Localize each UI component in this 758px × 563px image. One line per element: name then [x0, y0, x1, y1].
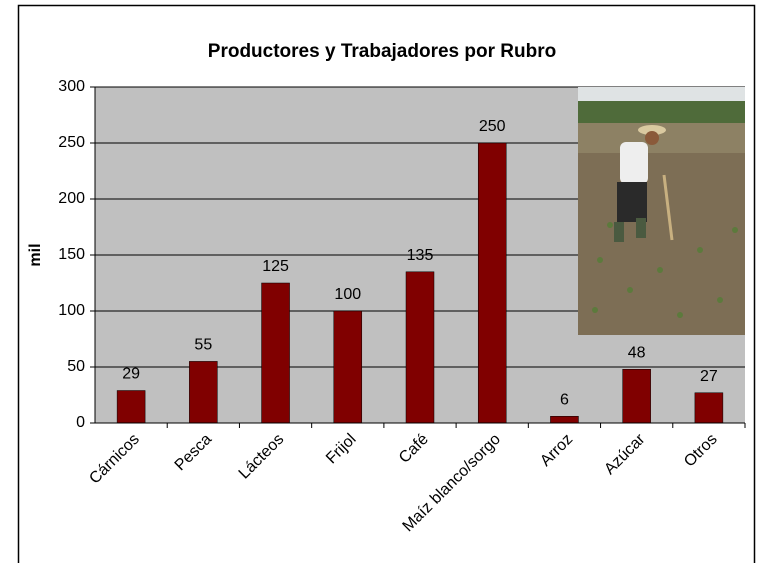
- bar: [550, 416, 578, 423]
- photo-head: [645, 131, 659, 145]
- bar: [478, 143, 506, 423]
- photo-boot: [636, 218, 646, 238]
- bar: [695, 393, 723, 423]
- y-tick-label: 250: [58, 134, 85, 151]
- bar: [117, 391, 145, 423]
- y-tick-label: 300: [58, 78, 85, 95]
- photo-sky: [578, 87, 745, 103]
- bar: [334, 311, 362, 423]
- y-tick-label: 0: [76, 414, 85, 431]
- data-label: 135: [407, 247, 434, 264]
- data-label: 100: [334, 286, 361, 303]
- bar: [406, 272, 434, 423]
- photo-boot: [614, 222, 624, 242]
- y-axis-title: mil: [27, 243, 44, 266]
- chart: Productores y Trabajadores por Rubro mil…: [0, 0, 758, 563]
- y-tick-label: 150: [58, 246, 85, 263]
- bar: [262, 283, 290, 423]
- data-label: 6: [560, 391, 569, 408]
- photo-trees: [578, 101, 745, 123]
- photo-shirt: [620, 142, 648, 184]
- y-tick-label: 200: [58, 190, 85, 207]
- data-label: 27: [700, 368, 718, 385]
- photo-pants: [617, 182, 647, 222]
- y-tick-label: 100: [58, 302, 85, 319]
- data-label: 48: [628, 344, 646, 361]
- data-label: 55: [194, 337, 212, 354]
- y-tick-label: 50: [67, 358, 85, 375]
- data-label: 29: [122, 366, 140, 383]
- chart-title: Productores y Trabajadores por Rubro: [208, 41, 556, 62]
- data-label: 125: [262, 258, 289, 275]
- data-label: 250: [479, 118, 506, 135]
- photo-inset: [578, 87, 745, 335]
- bar: [189, 361, 217, 423]
- bar: [623, 369, 651, 423]
